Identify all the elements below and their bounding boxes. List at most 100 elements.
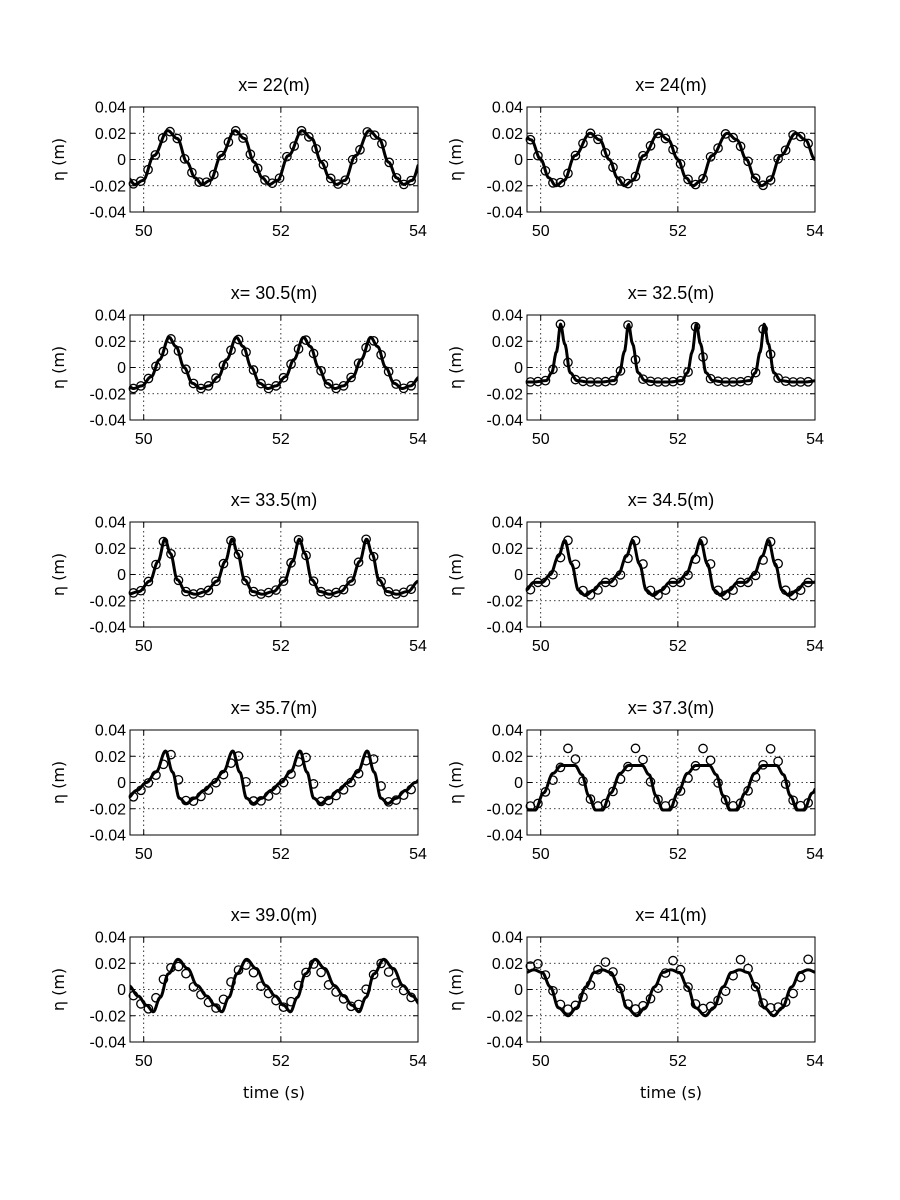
measured-point	[623, 178, 633, 189]
measured-point	[282, 151, 292, 162]
measured-point	[201, 177, 212, 188]
y-tick-label: -0.04	[90, 205, 127, 222]
measured-point	[593, 585, 603, 595]
measured-point	[151, 992, 161, 1003]
measured-point	[758, 759, 768, 770]
y-tick-label: -0.02	[90, 593, 127, 610]
measured-point	[263, 988, 274, 999]
measured-point	[660, 585, 671, 595]
measured-point	[728, 132, 738, 143]
measured-point	[750, 772, 761, 782]
measured-point	[252, 163, 263, 174]
measured-point	[301, 752, 311, 763]
y-axis-label: η (m)	[49, 346, 68, 389]
measured-point	[525, 377, 536, 387]
measured-point	[623, 553, 633, 564]
x-tick-label: 52	[272, 223, 290, 240]
measured-point	[230, 125, 241, 136]
measured-point	[645, 777, 656, 787]
measured-point	[735, 577, 746, 588]
measured-point	[743, 156, 753, 167]
measured-point	[331, 790, 341, 801]
measured-point	[241, 347, 251, 358]
measured-point	[533, 376, 543, 387]
measured-point	[773, 756, 783, 767]
measured-point	[226, 535, 236, 546]
measured-point	[376, 576, 386, 587]
measured-point	[143, 373, 154, 384]
measured-point	[383, 366, 394, 377]
y-tick-label: -0.04	[487, 205, 524, 222]
measured-point	[308, 576, 319, 587]
measured-point	[788, 988, 798, 999]
measured-point	[218, 558, 229, 569]
measured-point	[773, 154, 783, 164]
measured-point	[653, 590, 663, 600]
measured-point	[406, 175, 416, 186]
measured-point	[578, 992, 588, 1002]
measured-point	[208, 169, 219, 180]
measured-point	[728, 377, 738, 387]
measured-point	[585, 128, 596, 139]
measured-point	[675, 577, 686, 588]
measured-point	[533, 150, 543, 161]
measured-point	[318, 159, 329, 170]
measured-point	[361, 755, 371, 766]
y-tick-label: -0.02	[487, 386, 524, 403]
measured-point	[241, 776, 251, 787]
y-tick-label: 0	[514, 567, 523, 584]
measured-point	[623, 320, 633, 330]
measured-point	[323, 980, 334, 990]
measured-point	[361, 984, 371, 995]
measured-point	[720, 377, 731, 387]
measured-point	[690, 760, 701, 771]
measured-point	[158, 974, 169, 985]
measured-point	[340, 175, 351, 186]
measured-point	[533, 798, 543, 809]
measured-point	[780, 145, 791, 156]
model-line	[130, 957, 418, 1014]
measured-point	[151, 770, 161, 781]
y-tick-label: -0.04	[90, 413, 127, 430]
measured-point	[303, 132, 314, 142]
y-tick-label: 0.02	[492, 126, 523, 143]
measured-point	[585, 980, 596, 990]
measured-point	[166, 334, 176, 344]
measured-point	[780, 376, 791, 387]
measured-point	[194, 177, 205, 187]
measured-point	[720, 129, 731, 139]
measured-point	[211, 576, 221, 587]
measured-point	[271, 381, 281, 391]
y-tick-label: 0.02	[492, 541, 523, 558]
measured-point	[233, 549, 244, 560]
y-tick-label: -0.02	[90, 801, 127, 818]
y-tick-label: -0.04	[90, 1035, 127, 1052]
y-tick-label: -0.02	[487, 593, 524, 610]
measured-point	[728, 585, 738, 596]
measured-point	[331, 987, 341, 997]
panel-8: x= 37.3(m) 50 52 54 -0.04 -0.02 0 0.02 0.04 η (m)	[446, 698, 824, 863]
measured-point	[241, 960, 251, 970]
measured-point	[683, 570, 693, 580]
measured-point	[758, 998, 768, 1008]
measured-point	[316, 967, 326, 978]
measured-point	[713, 995, 723, 1006]
measured-point	[368, 336, 379, 346]
measured-point	[196, 989, 206, 1000]
measured-point	[630, 171, 641, 182]
measured-point	[788, 795, 798, 806]
measured-point	[690, 554, 701, 565]
measured-point	[548, 985, 558, 996]
y-tick-label: 0.02	[95, 956, 126, 973]
measured-point	[668, 144, 678, 155]
y-tick-label: 0.02	[95, 126, 126, 143]
measured-point	[728, 970, 738, 981]
y-tick-label: 0	[117, 982, 126, 999]
panel-title: x= 34.5(m)	[628, 490, 715, 510]
measured-point	[735, 141, 746, 152]
measured-point	[698, 173, 708, 184]
measured-point	[750, 570, 761, 581]
x-tick-label: 52	[272, 638, 290, 655]
measured-point	[323, 378, 334, 389]
x-tick-label: 54	[409, 1053, 427, 1070]
